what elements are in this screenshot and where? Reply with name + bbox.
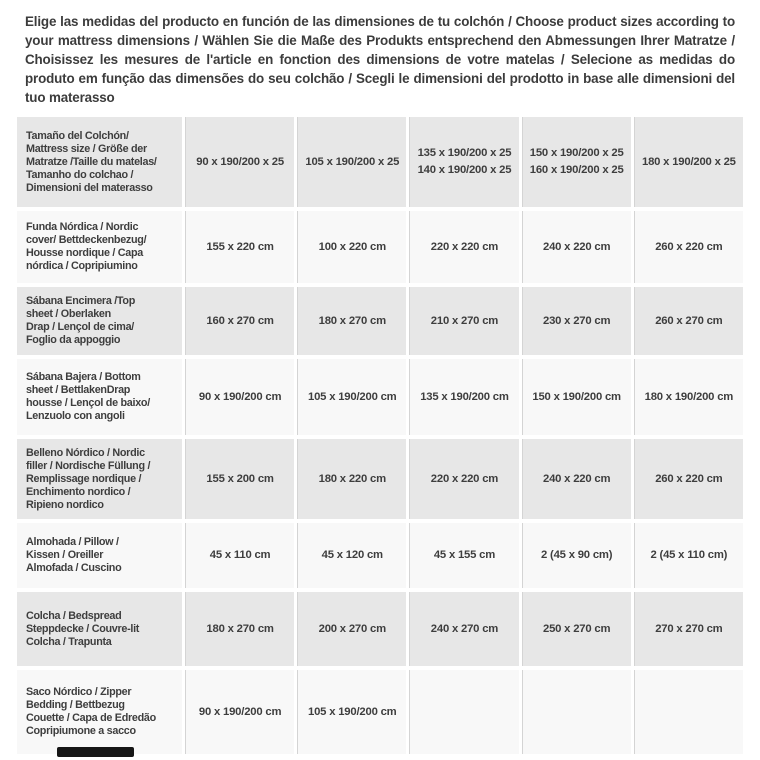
size-value: 155 x 200 cm [185,439,295,520]
product-label-top-sheet: Sábana Encimera /Top sheet / Oberlaken D… [17,287,182,356]
product-label-bedspread: Colcha / Bedspread Steppdecke / Couvre-l… [17,592,182,667]
size-value [409,670,519,755]
table-row-bedspread: Colcha / Bedspread Steppdecke / Couvre-l… [17,592,743,667]
size-value: 270 x 270 cm [633,592,743,667]
size-value: 45 x 155 cm [409,523,519,589]
size-value: 105 x 190/200 cm [297,359,407,436]
size-value: 135 x 190/200 x 25 140 x 190/200 x 25 [409,117,519,208]
size-value: 250 x 270 cm [521,592,631,667]
size-value: 160 x 270 cm [185,287,295,356]
size-value: 45 x 110 cm [185,523,295,589]
size-value: 155 x 220 cm [185,211,295,284]
size-value: 240 x 220 cm [521,211,631,284]
size-value: 240 x 270 cm [409,592,519,667]
size-value: 105 x 190/200 x 25 [297,117,407,208]
size-value: 220 x 220 cm [409,439,519,520]
product-label-pillow: Almohada / Pillow / Kissen / Oreiller Al… [17,523,182,589]
size-value: 180 x 190/200 x 25 [633,117,743,208]
size-value: 90 x 190/200 x 25 [185,117,295,208]
size-value: 220 x 220 cm [409,211,519,284]
size-value: 240 x 220 cm [521,439,631,520]
table-row-bottom-sheet: Sábana Bajera / Bottom sheet / Bettlaken… [17,359,743,436]
size-value: 180 x 220 cm [297,439,407,520]
size-value: 90 x 190/200 cm [185,670,295,755]
size-value: 150 x 190/200 cm [521,359,631,436]
table-row-top-sheet: Sábana Encimera /Top sheet / Oberlaken D… [17,287,743,356]
product-label-nordic-cover: Funda Nórdica / Nordic cover/ Bettdecken… [17,211,182,284]
size-value: 135 x 190/200 cm [409,359,519,436]
table-row-mattress-size: Tamaño del Colchón/ Mattress size / Größ… [17,117,743,208]
size-value: 100 x 220 cm [297,211,407,284]
size-value: 260 x 220 cm [633,211,743,284]
size-value: 180 x 190/200 cm [633,359,743,436]
size-value: 2 (45 x 110 cm) [633,523,743,589]
size-value: 230 x 270 cm [521,287,631,356]
bottom-left-marker-bar [57,747,134,757]
size-value: 90 x 190/200 cm [185,359,295,436]
size-value: 180 x 270 cm [185,592,295,667]
table-row-nordic-cover: Funda Nórdica / Nordic cover/ Bettdecken… [17,211,743,284]
size-table: Tamaño del Colchón/ Mattress size / Größ… [14,113,746,758]
product-label-zipper-bedding: Saco Nórdico / Zipper Bedding / Bettbezu… [17,670,182,755]
size-value: 2 (45 x 90 cm) [521,523,631,589]
size-value: 105 x 190/200 cm [297,670,407,755]
intro-text: Elige las medidas del producto en funció… [25,14,735,106]
size-value: 260 x 220 cm [633,439,743,520]
size-value: 45 x 120 cm [297,523,407,589]
product-label-mattress-size: Tamaño del Colchón/ Mattress size / Größ… [17,117,182,208]
size-value [633,670,743,755]
size-value: 200 x 270 cm [297,592,407,667]
product-label-bottom-sheet: Sábana Bajera / Bottom sheet / Bettlaken… [17,359,182,436]
size-value: 260 x 270 cm [633,287,743,356]
size-value: 150 x 190/200 x 25 160 x 190/200 x 25 [521,117,631,208]
size-value: 210 x 270 cm [409,287,519,356]
table-row-nordic-filler: Belleno Nórdico / Nordic filler / Nordis… [17,439,743,520]
table-row-pillow: Almohada / Pillow / Kissen / Oreiller Al… [17,523,743,589]
table-row-zipper-bedding: Saco Nórdico / Zipper Bedding / Bettbezu… [17,670,743,755]
size-value [521,670,631,755]
product-label-nordic-filler: Belleno Nórdico / Nordic filler / Nordis… [17,439,182,520]
size-value: 180 x 270 cm [297,287,407,356]
